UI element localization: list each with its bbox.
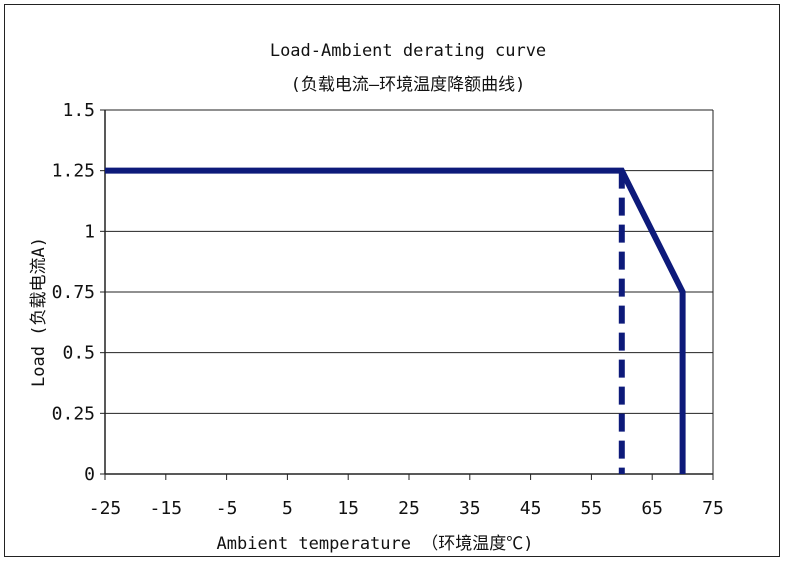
y-tick-label: 0 <box>84 464 95 485</box>
y-tick-label: 1.25 <box>52 161 95 182</box>
y-tick-label: 0.25 <box>52 403 95 424</box>
x-tick-label: 15 <box>337 498 359 519</box>
x-tick-label: 75 <box>702 498 724 519</box>
x-tick-label: 25 <box>398 498 420 519</box>
x-tick-label: 35 <box>459 498 481 519</box>
chart-title: Load-Ambient derating curve <box>270 41 546 61</box>
x-axis-label: Ambient temperature （环境温度℃) <box>217 534 534 554</box>
x-tick-label: 5 <box>282 498 293 519</box>
data-series <box>105 167 686 474</box>
y-tick-label: 0.5 <box>62 343 95 364</box>
derating-curve-line <box>105 167 686 474</box>
y-axis-label: Load (负载电流A) <box>29 237 49 387</box>
x-tick-label: -5 <box>216 498 238 519</box>
y-tick-label: 0.75 <box>52 282 95 303</box>
x-tick-label: 55 <box>581 498 603 519</box>
x-tick-label: -15 <box>150 498 183 519</box>
x-tick-label: 45 <box>520 498 542 519</box>
chart-frame <box>4 4 780 557</box>
chart-subtitle: (负载电流—环境温度降额曲线) <box>291 75 526 95</box>
y-tick-label: 1 <box>84 221 95 242</box>
x-tick-label: 65 <box>641 498 663 519</box>
x-tick-label: -25 <box>89 498 122 519</box>
y-tick-label: 1.5 <box>62 100 95 121</box>
tick-labels: 0 0.25 0.5 0.75 1 1.25 1.5 -25 -15 -5 5 15 25 35 45 55 6… <box>52 100 724 519</box>
